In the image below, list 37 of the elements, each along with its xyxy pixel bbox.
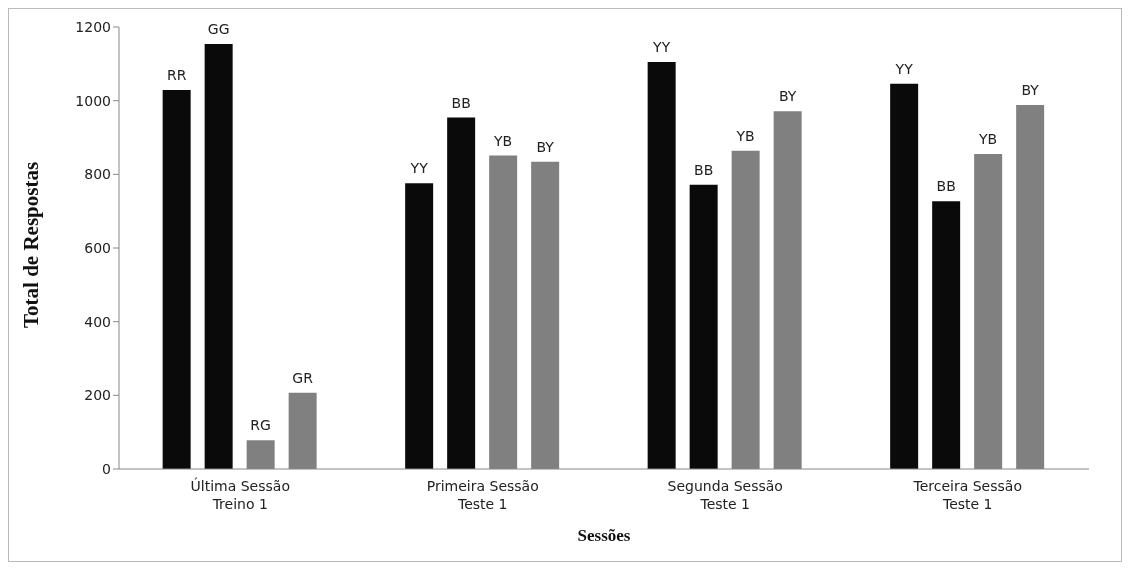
data-label: YB — [978, 131, 998, 148]
x-tick-label: Segunda Sessão Teste 1 — [667, 478, 783, 512]
x-tick-label: Terceira Sessão Teste 1 — [912, 478, 1022, 512]
data-label: YY — [409, 160, 429, 177]
data-label: BY — [536, 138, 555, 155]
y-tick-label: 600 — [84, 239, 111, 256]
data-label: GG — [207, 20, 230, 37]
data-label: BB — [694, 161, 714, 178]
data-label: BY — [778, 88, 797, 105]
bar — [890, 83, 919, 469]
y-tick-label: 200 — [84, 387, 111, 404]
x-tick-label: Primeira Sessão Teste 1 — [426, 478, 539, 512]
bar — [204, 43, 233, 469]
y-tick-label: 0 — [102, 460, 111, 477]
y-axis-title: Total de Respostas — [19, 161, 44, 328]
data-label: GR — [292, 369, 314, 386]
bar — [447, 117, 476, 469]
bar — [405, 183, 434, 469]
data-label: RR — [166, 66, 187, 83]
data-label: BY — [1021, 82, 1040, 99]
bar — [932, 201, 961, 469]
data-label: BB — [451, 94, 471, 111]
bar — [647, 61, 676, 469]
y-tick-label: 1000 — [75, 92, 111, 109]
x-axis-title: Sessões — [577, 526, 631, 545]
y-tick-label: 1200 — [75, 18, 111, 35]
data-label: RG — [250, 417, 271, 434]
data-label: YY — [652, 38, 671, 55]
bar — [689, 184, 718, 469]
data-label: BB — [936, 178, 956, 195]
bar — [162, 89, 191, 469]
data-label: YB — [493, 132, 513, 149]
data-label: YB — [735, 127, 755, 144]
y-tick-label: 800 — [84, 166, 111, 183]
x-tick-label: Última Sessão Treino 1 — [190, 477, 290, 512]
y-tick-label: 400 — [84, 313, 111, 330]
data-label: YY — [894, 60, 914, 77]
